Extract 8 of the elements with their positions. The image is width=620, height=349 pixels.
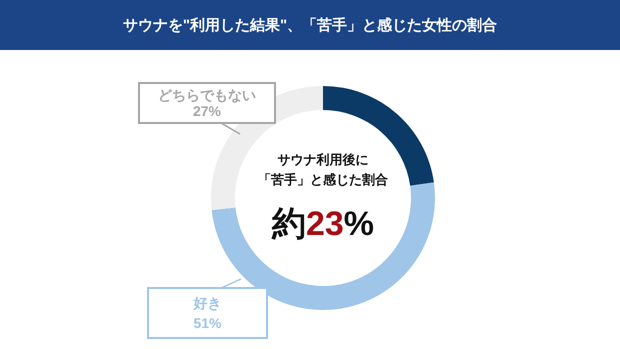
- slice-label: どちらでもない: [158, 86, 256, 103]
- chart-title: サウナを"利用した結果"、「苦手」と感じた女性の割合: [0, 0, 620, 50]
- data-label: 51%: [193, 315, 222, 331]
- text: 「苦手」と感じた割合: [257, 171, 389, 189]
- text: 約23%: [272, 205, 374, 243]
- slice-label: 好き: [192, 295, 222, 311]
- text: サウナ利用後に: [276, 151, 370, 169]
- data-label: 27%: [192, 102, 222, 119]
